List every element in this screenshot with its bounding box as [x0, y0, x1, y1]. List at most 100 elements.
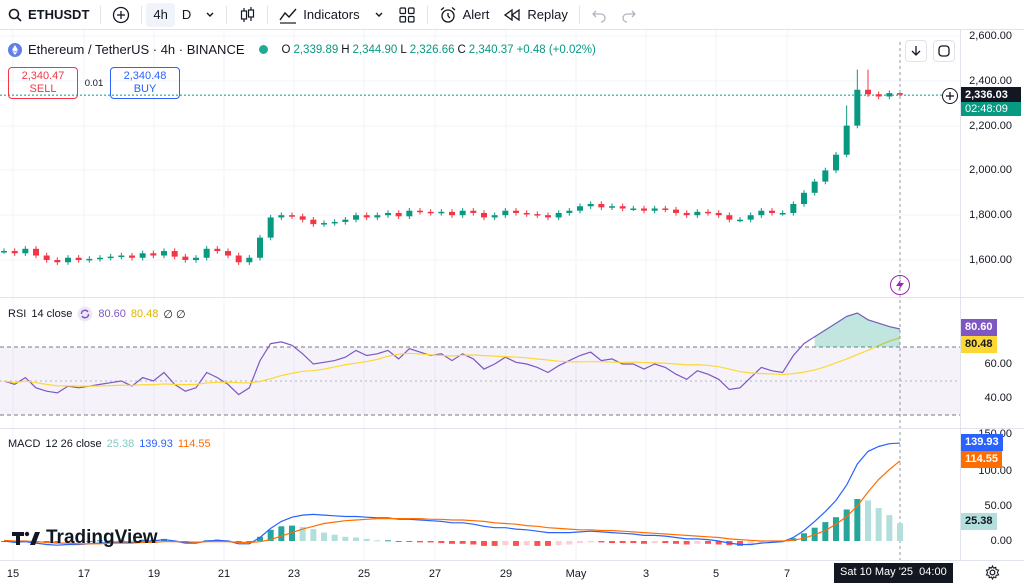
candle-body — [118, 255, 125, 258]
templates-button[interactable] — [391, 0, 423, 30]
restore-icon — [938, 45, 950, 57]
candle-body — [161, 251, 167, 256]
indicators-label: Indicators — [303, 7, 360, 22]
redo-button[interactable] — [614, 0, 644, 30]
undo-button[interactable] — [584, 0, 614, 30]
candle-body — [726, 215, 733, 220]
candle-body — [182, 256, 189, 260]
macd-histogram-bar — [235, 541, 242, 543]
candle-body — [449, 211, 455, 216]
macd-histogram-bar — [417, 541, 423, 543]
macd-tick: 100.00 — [978, 465, 1012, 477]
candle-body — [737, 219, 743, 222]
event-marker[interactable] — [890, 275, 910, 295]
interval-4h[interactable]: 4h — [146, 2, 175, 27]
time-tick: 7 — [783, 568, 791, 580]
restore-pane-button[interactable] — [933, 40, 955, 62]
rsi-tick: 60.00 — [984, 358, 1012, 370]
buy-button[interactable]: 2,340.48 BUY — [110, 67, 180, 99]
trade-panel: 2,340.47 SELL 0.01 2,340.48 BUY — [8, 67, 180, 99]
spread-value: 0.01 — [84, 77, 104, 89]
time-scale[interactable]: 15 17 19 21 23 25 27 29 May 3 5 7 Sat 10… — [0, 560, 1024, 585]
sell-label: SELL — [29, 83, 57, 95]
chart-canvas[interactable] — [0, 30, 960, 560]
interval-d[interactable]: D — [181, 7, 192, 22]
arrow-down-icon — [911, 46, 921, 56]
tradingview-logo[interactable]: TradingView — [12, 527, 158, 549]
candles-icon — [241, 6, 255, 22]
macd-tick: 0.00 — [990, 535, 1012, 547]
replay-button[interactable]: Replay — [496, 0, 574, 30]
macd-params: 12 26 close — [45, 438, 102, 450]
macd-tag: 139.93 — [961, 434, 1003, 451]
symbol-legend: Ethereum / TetherUS · 4h · BINANCE O 2,33… — [8, 42, 596, 57]
candle-body — [555, 212, 562, 218]
macd-histogram-bar — [769, 541, 775, 543]
settings-gear-icon[interactable] — [985, 565, 1000, 580]
price-scale[interactable]: 2,600.00 2,400.00 2,200.00 2,000.00 1,80… — [960, 30, 1024, 560]
candle-body — [267, 217, 274, 238]
candle-body — [769, 210, 775, 213]
scroll-down-button[interactable] — [905, 40, 927, 62]
indicators-dropdown[interactable] — [367, 0, 391, 30]
candle-body — [214, 248, 221, 252]
candle-body — [651, 208, 658, 211]
alert-button[interactable]: Alert — [432, 0, 497, 30]
macd-legend: MACD 12 26 close 25.38 139.93 114.55 — [8, 438, 211, 450]
macd-histogram-bar — [865, 500, 871, 541]
macd-histogram-bar — [11, 541, 18, 543]
rsi-legend: RSI 14 close 80.60 80.48 ∅ ∅ — [8, 306, 186, 322]
macd-histogram-bar — [342, 536, 349, 541]
macd-histogram-bar — [630, 541, 637, 544]
candle-body — [235, 255, 242, 263]
candle-body — [843, 125, 850, 155]
candle-body — [438, 211, 445, 214]
macd-histogram-bar — [673, 541, 679, 544]
macd-histogram-bar — [54, 541, 61, 544]
macd-histogram-bar — [310, 529, 317, 541]
interval-dropdown[interactable] — [198, 0, 222, 30]
price-tick: 1,600.00 — [969, 254, 1012, 266]
macd-histogram-bar — [758, 541, 765, 544]
refresh-icon[interactable] — [77, 306, 93, 322]
divider — [100, 5, 102, 24]
macd-histogram-bar — [449, 541, 455, 544]
macd-histogram-bar — [854, 499, 861, 541]
macd-histogram-bar — [385, 540, 391, 542]
time-tick: 27 — [428, 568, 442, 580]
candle-body — [865, 89, 871, 95]
indicators-button[interactable]: Indicators — [272, 0, 366, 30]
candle-body — [545, 215, 551, 218]
sell-button[interactable]: 2,340.47 SELL — [8, 67, 78, 99]
chart-type-button[interactable] — [231, 0, 263, 30]
candle-body — [22, 248, 29, 254]
candle-body — [33, 248, 39, 256]
candle-body — [523, 212, 530, 215]
macd-histogram-bar — [321, 532, 327, 541]
macd-label: MACD — [8, 438, 41, 450]
candle-body — [790, 204, 797, 213]
macd-histogram-bar — [491, 541, 498, 546]
symbol-search[interactable]: ETHUSDT — [0, 0, 96, 30]
macd-histogram-bar — [641, 541, 647, 544]
macd-histogram-bar — [86, 541, 93, 542]
macd-histogram-bar — [705, 541, 711, 544]
divider — [578, 5, 580, 24]
compare-button[interactable] — [105, 0, 137, 30]
bar-countdown: 02:48:09 — [961, 102, 1021, 116]
time-tick: 15 — [6, 568, 20, 580]
macd-signal-value: 114.55 — [177, 438, 211, 450]
rsi-extra: ∅ ∅ — [163, 308, 186, 321]
divider — [426, 5, 428, 24]
pane-divider[interactable] — [0, 428, 1024, 429]
candle-body — [694, 211, 701, 216]
price-tick: 2,400.00 — [969, 75, 1012, 87]
crosshair-add-button[interactable] — [942, 88, 958, 104]
brand-name: TradingView — [46, 527, 158, 548]
macd-histogram-bar — [278, 526, 285, 541]
plus-circle-icon — [113, 6, 130, 23]
candle-body — [289, 215, 295, 217]
candle-body — [331, 221, 338, 224]
macd-histogram-bar — [481, 541, 487, 546]
pane-divider[interactable] — [0, 297, 1024, 298]
